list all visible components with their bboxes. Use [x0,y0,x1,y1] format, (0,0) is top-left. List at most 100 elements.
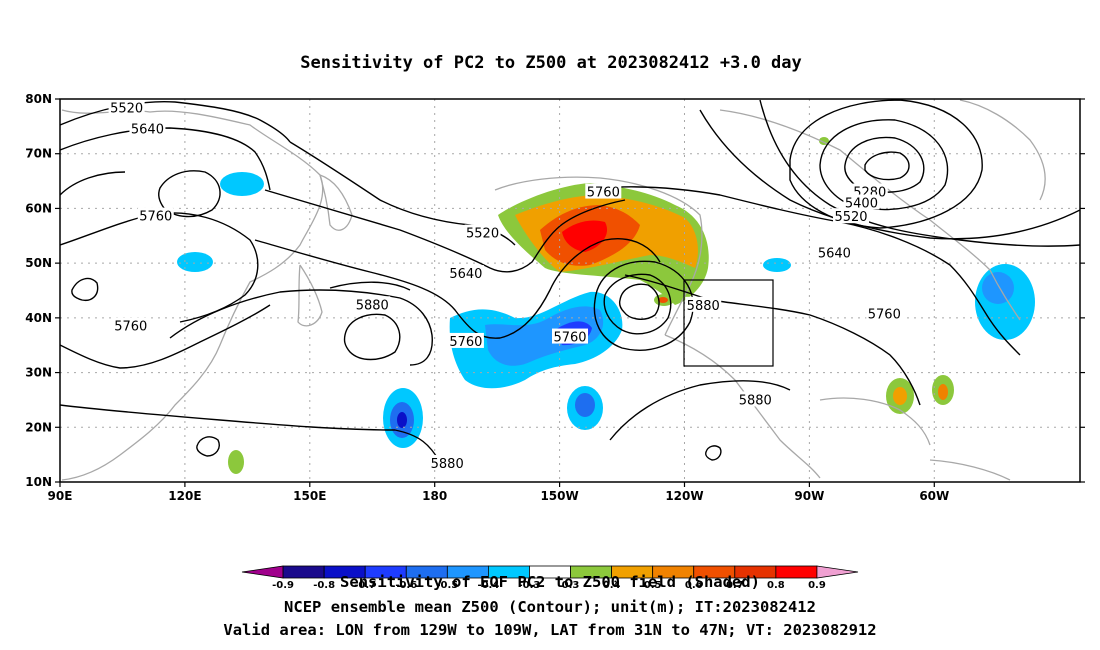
valid-area-box [683,279,774,367]
colorbar-label: -0.7 [354,580,376,591]
colorbar-label: 0.7 [726,580,744,591]
contour-loop-small-1 [196,436,220,457]
map-area: 5520 5640 5760 5760 5880 5520 5640 5760 5760 5760… [60,99,1080,482]
contour-label: 5760 [587,186,620,201]
lat-tick-label: 40N [25,311,52,325]
contour-low-5400 [844,136,925,193]
colorbar-label: 0.6 [685,580,703,591]
contour-label: 5760 [114,320,147,335]
contour-label-bg [685,296,722,312]
colorbar: -0.9 -0.8 -0.7 -0.6 -0.5 -0.4 -0.3 0.3 0.4 0.5 0.6… [241,565,859,591]
contour-label: 5520 [110,101,143,116]
colorbar-swatch [816,565,859,579]
contour-5760-west [60,212,259,323]
contour-low-5280 [864,151,910,181]
contour-5880-east [624,274,921,406]
contour-label: 5520 [834,210,867,225]
contour-low-5640 [759,99,1080,247]
contour-label: 5760 [449,335,482,350]
lat-tick-label: 60N [25,201,52,215]
contour-5760-trough [254,238,661,339]
contour-labels: 5520 5640 5760 5760 5880 5520 5640 5760 5760 5760… [108,99,903,472]
lon-tick-label: 90E [48,489,73,503]
contour-5640-west [60,127,271,196]
contour-5880-pacific [169,281,433,366]
contour-label: 5880 [687,299,720,314]
contour-label-bg [816,244,853,260]
negative-sensitivity-siberia [220,172,264,196]
contour-label: 5880 [356,298,389,313]
positive-sensitivity-caribbean-1-core [893,387,907,405]
contour-label: 5400 [845,197,878,212]
footer-shading-caption: Sensitivity of EOF PC2 to Z500 field (Sh… [340,573,760,591]
footer-valid-area-caption: Valid area: LON from 129W to 109W, LAT f… [223,621,877,639]
contour-low-outer2 [699,109,1080,240]
contour-5760-loop-cutoff [603,273,672,335]
contour-label: 5640 [818,246,851,261]
footer-contour-caption: NCEP ensemble mean Z500 (Contour); unit(… [284,598,816,616]
contour-5520-west [60,101,291,143]
contour-label-bg [112,317,149,333]
positive-sensitivity-caribbean-2-core [938,384,948,400]
contour-label: 5880 [739,393,772,408]
negative-sensitivity-core [485,306,604,366]
coastline-south-america [929,459,1011,481]
colorbar-label: -0.9 [272,580,294,591]
colorbar-label: 0.9 [808,580,826,591]
contour-label-bg [354,296,391,312]
contour-5760-loop [158,170,221,218]
contour-loop-small-2 [705,445,722,461]
contour-5760-south [60,304,271,369]
contour-5880-ridge [609,380,791,441]
contour-label: 5760 [553,331,586,346]
contour-5880-loop-cutoff [593,260,694,351]
positive-sensitivity-small-core [658,297,668,303]
lat-lon-grid [60,99,1080,482]
coastline-alaska [494,176,703,336]
contour-label-bg [866,305,903,321]
contour-label: 5640 [449,267,482,282]
lon-tick-label: 150E [293,489,326,503]
coastline-kamchatka [319,174,353,231]
contour-label-bg [833,208,870,224]
lat-tick-label: 70N [25,147,52,161]
map-title: Sensitivity of PC2 to Z500 at 2023082412… [300,53,802,73]
lon-tick-label: 90W [794,489,824,503]
lat-tick-label: 50N [25,256,52,270]
contour-label-bg [108,99,145,115]
lon-tick-label: 120W [665,489,703,503]
contour-5640-main [264,189,626,273]
contour-5880-loop-pacific [343,313,401,361]
coastline-asia [61,109,324,481]
map-frame [59,98,1081,483]
contour-label: 5760 [868,308,901,323]
coastline-north-america [664,109,1021,479]
colorbar-label: -0.4 [477,580,499,591]
contour-label-bg [129,120,166,136]
lon-tick-label: 180 [422,489,447,503]
contour-label-bg [843,194,880,210]
lat-tick-label: 80N [25,92,52,106]
contour-label-bg [447,332,484,348]
lon-tick-label: 120E [168,489,201,503]
contour-label: 5640 [131,123,164,138]
lat-tick-label: 30N [25,366,52,380]
sensitivity-shading [177,137,1035,474]
negative-sensitivity-south-core [575,393,595,417]
colorbar-label: 0.8 [767,580,785,591]
lat-tick-label: 10N [25,475,52,489]
contour-label-bg [585,183,622,199]
negative-sensitivity-china [177,252,213,272]
contour-label-bg [464,224,501,240]
contour-label-bg [137,207,174,223]
colorbar-label: 0.3 [562,580,580,591]
contour-label: 5880 [431,457,464,472]
colorbar-label: 0.4 [603,580,621,591]
colorbar-label: -0.6 [395,580,417,591]
contour-label-bg [737,391,774,407]
contour-5880-loop-inner [618,283,660,320]
coastline-japan [297,264,323,327]
colorbar-label: -0.3 [519,580,541,591]
contour-5880-south [60,404,441,463]
